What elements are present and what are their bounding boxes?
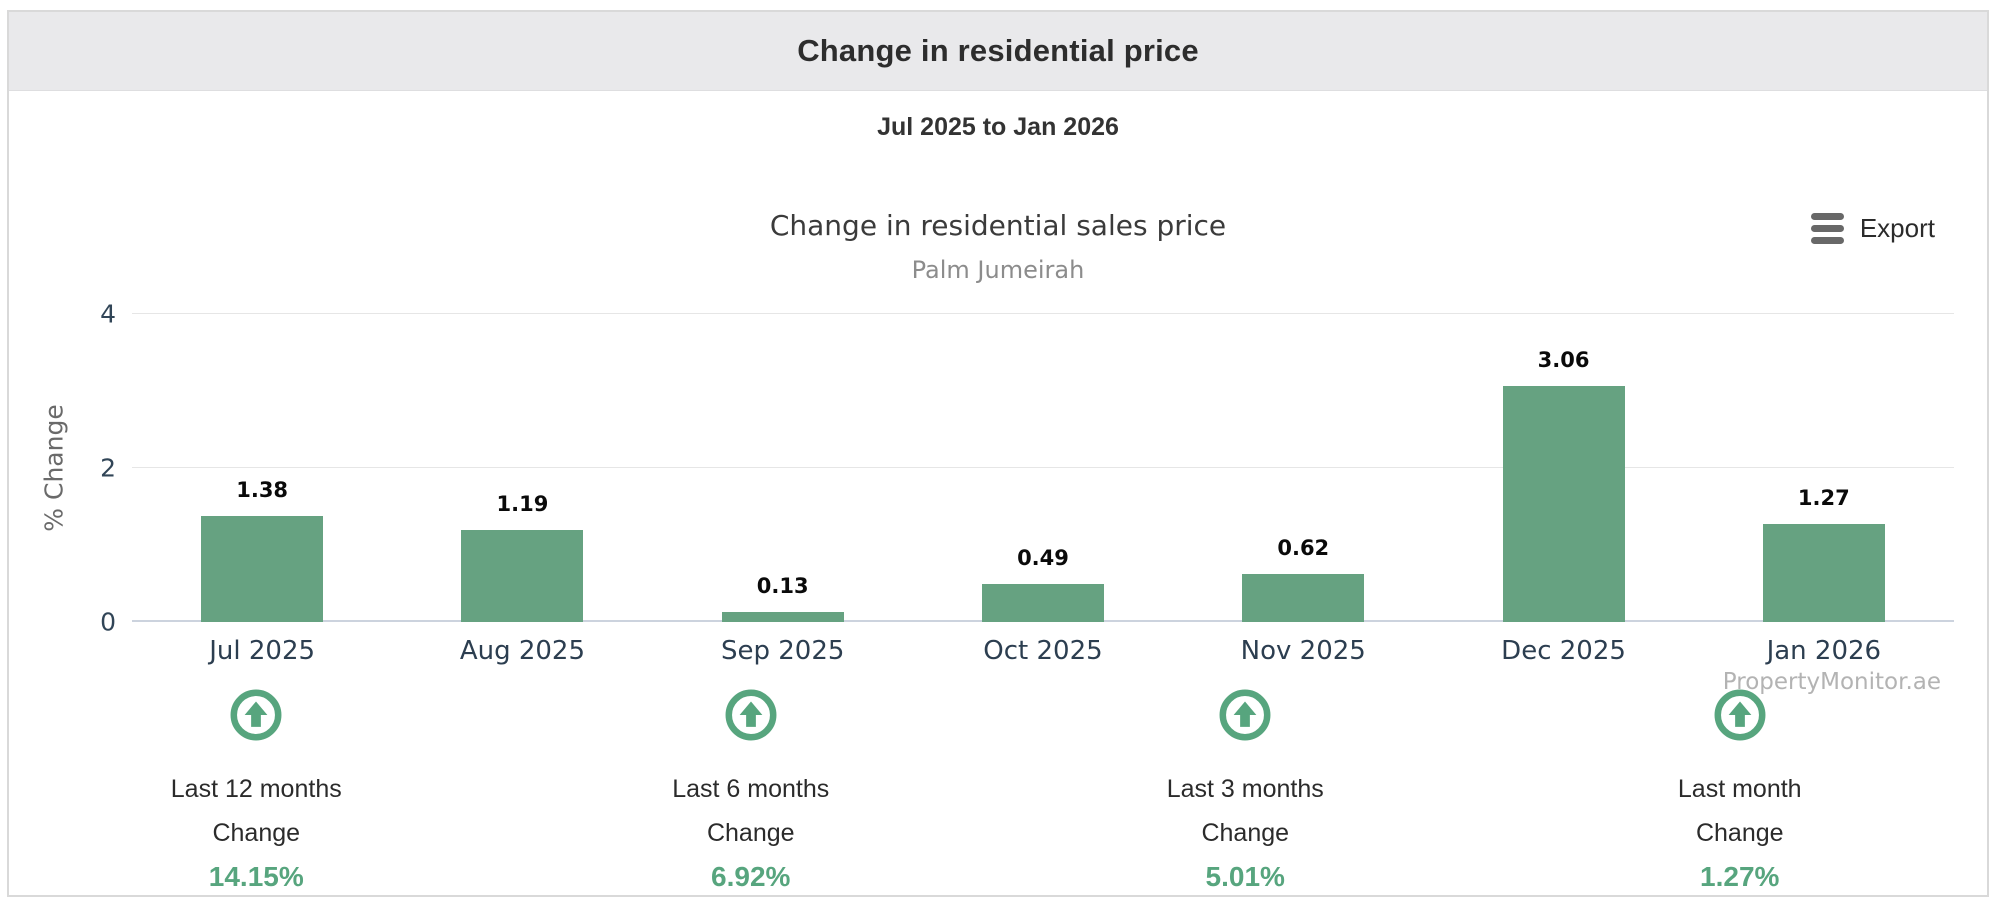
stat-change-label: Change (1201, 819, 1290, 847)
bar-slot: 3.06 (1433, 314, 1693, 622)
stat-block: Last 12 months Change 14.15% (9, 689, 504, 893)
bar-slot: 1.38 (132, 314, 392, 622)
x-axis-label: Jan 2026 (1766, 636, 1882, 666)
arrow-up-circle-icon (1219, 689, 1271, 741)
watermark: PropertyMonitor.ae (1722, 669, 1941, 695)
x-axis-label: Jul 2025 (209, 636, 316, 666)
y-tick-label: 4 (100, 299, 116, 329)
bar-slot: 0.62 (1173, 314, 1433, 622)
bar[interactable] (721, 612, 844, 622)
x-axis-label: Aug 2025 (459, 636, 586, 666)
arrow-up-circle-icon (1714, 689, 1766, 741)
stat-block: Last 3 months Change 5.01% (998, 689, 1493, 893)
bar-slot: 1.19 (392, 314, 652, 622)
bar-slot: 1.27 (1694, 314, 1954, 622)
stat-period-label: Last 12 months (170, 775, 342, 803)
bar-series: 1.38 1.19 0.13 0.49 0.62 3.06 1.27 (132, 314, 1954, 622)
x-axis-label: Dec 2025 (1501, 636, 1626, 666)
export-button[interactable]: Export (1810, 213, 1935, 244)
stat-block: Last 6 months Change 6.92% (504, 689, 999, 893)
y-axis-title: % Change (39, 404, 69, 532)
stat-percent-value: 1.27% (1700, 861, 1780, 892)
stat-period-label: Last month (1677, 775, 1802, 803)
bar-value-label: 1.27 (1797, 486, 1850, 511)
chart-title: Change in residential sales price (769, 209, 1227, 242)
x-axis-label: Oct 2025 (983, 636, 1103, 666)
bar[interactable] (461, 530, 584, 622)
date-range-subtitle: Jul 2025 to Jan 2026 (877, 113, 1119, 141)
stat-percent-value: 14.15% (208, 861, 304, 892)
export-label: Export (1859, 213, 1935, 243)
bar-value-label: 0.62 (1277, 536, 1330, 561)
stat-percent-value: 6.92% (711, 861, 791, 892)
bar[interactable] (981, 584, 1104, 622)
card-body: Jul 2025 to Jan 2026 Change in residenti… (9, 91, 1987, 897)
stat-percent-value: 5.01% (1205, 861, 1285, 892)
bar-value-label: 1.19 (496, 492, 549, 517)
stat-change-label: Change (212, 819, 301, 847)
bar-value-label: 0.13 (756, 574, 809, 598)
hamburger-menu-icon (1810, 213, 1844, 244)
bar[interactable] (1502, 386, 1625, 622)
bar-slot: 0.13 (653, 314, 913, 622)
stat-block: Last month Change 1.27% (1493, 689, 1988, 893)
page-title: Change in residential price (797, 33, 1199, 68)
stat-change-label: Change (706, 819, 795, 847)
bar-value-label: 0.49 (1017, 546, 1069, 571)
x-axis-label: Nov 2025 (1240, 636, 1366, 666)
x-axis-labels: Jul 2025 Aug 2025 Sep 2025 Oct 2025 Nov 2025… (132, 636, 1954, 666)
chart-subtitle: Palm Jumeirah (911, 256, 1085, 284)
bar-value-label: 1.38 (236, 477, 289, 502)
card-header: Change in residential price (9, 12, 1987, 91)
y-tick-label: 0 (100, 607, 116, 637)
stat-period-label: Last 3 months (1166, 775, 1324, 803)
gridline (132, 467, 1954, 468)
gridline (132, 313, 1954, 314)
y-tick-label: 2 (100, 453, 116, 483)
bar-chart-plot-area: % Change 0 2 4 1.38 1.19 0.13 0.49 0.62 3.… (40, 300, 1954, 637)
stat-period-label: Last 6 months (672, 775, 830, 803)
stat-change-label: Change (1695, 819, 1784, 847)
bar-value-label: 3.06 (1537, 348, 1590, 373)
report-card: Change in residential price Jul 2025 to … (7, 10, 1989, 897)
summary-stats: Last 12 months Change 14.15% Last 6 mont… (9, 689, 1987, 893)
arrow-up-circle-icon (725, 689, 777, 741)
arrow-up-circle-icon (230, 689, 282, 741)
bar[interactable] (1242, 574, 1365, 622)
bar[interactable] (201, 515, 324, 622)
x-axis-label: Sep 2025 (720, 636, 845, 666)
bar-slot: 0.49 (913, 314, 1173, 622)
bar[interactable] (1762, 524, 1885, 622)
